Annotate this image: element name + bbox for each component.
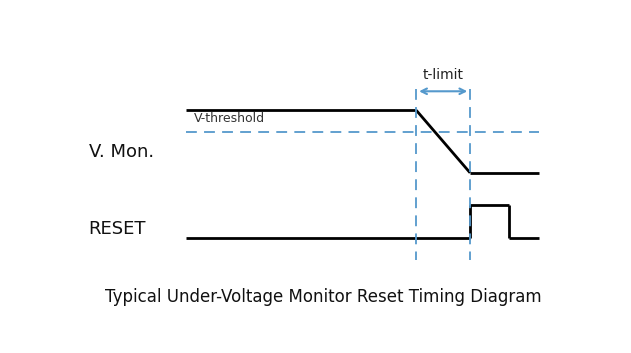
Text: Typical Under-Voltage Monitor Reset Timing Diagram: Typical Under-Voltage Monitor Reset Timi… (105, 288, 541, 306)
Text: RESET: RESET (88, 220, 146, 238)
Text: t-limit: t-limit (423, 68, 464, 82)
Text: V-threshold: V-threshold (194, 112, 265, 125)
Text: V. Mon.: V. Mon. (88, 143, 154, 161)
